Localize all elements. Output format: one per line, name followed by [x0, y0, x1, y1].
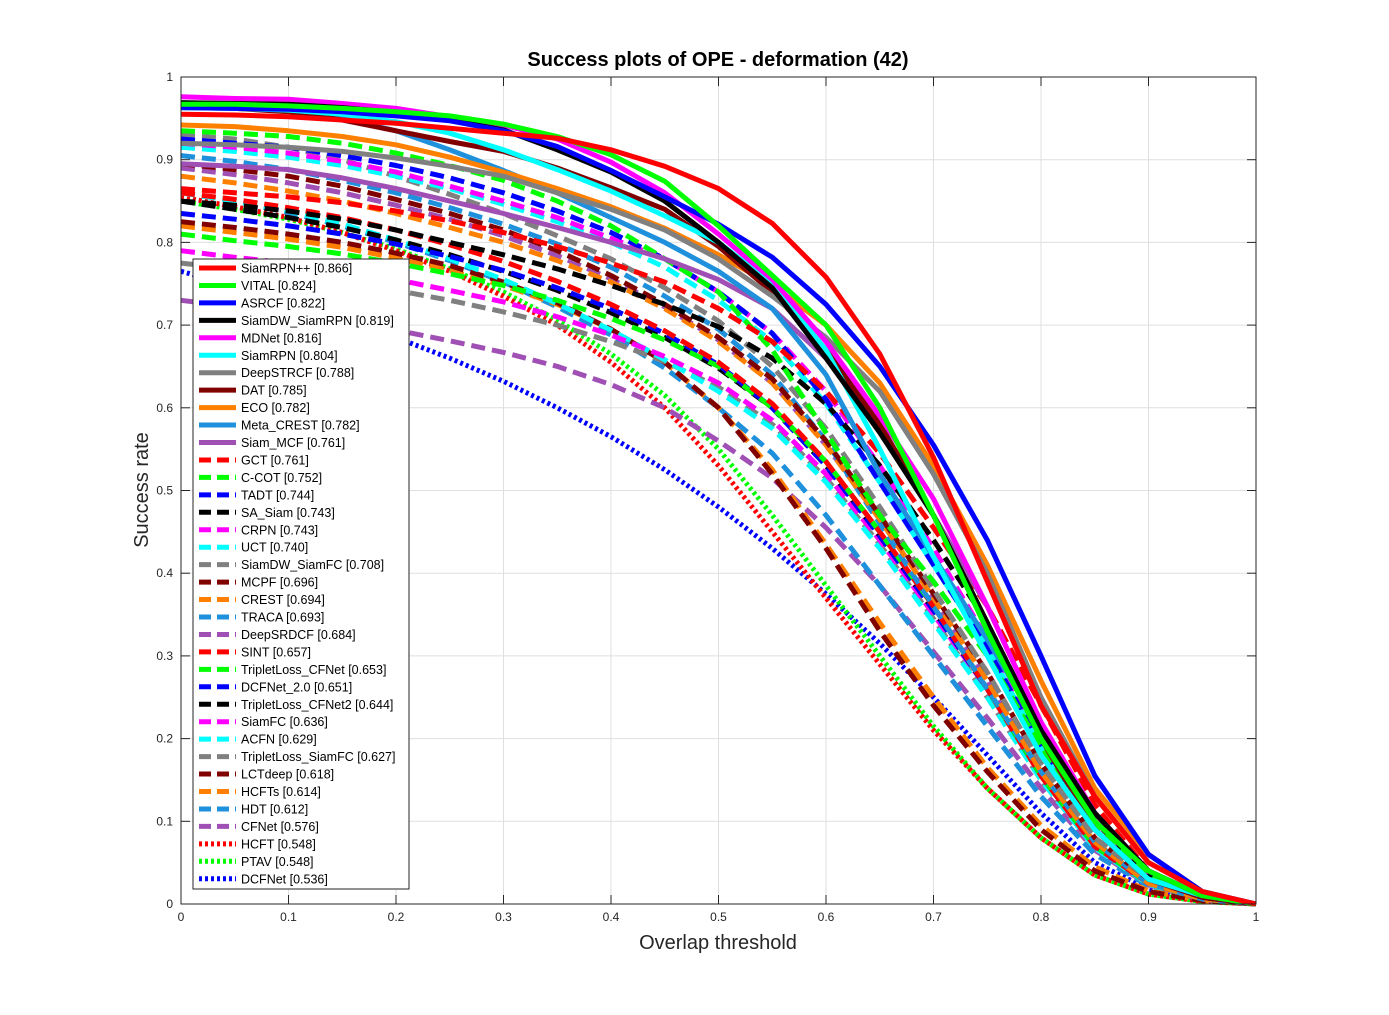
- series-layer: [180, 94, 1257, 907]
- legend-label: GCT [0.761]: [241, 453, 309, 467]
- legend-label: TRACA [0.693]: [241, 611, 324, 625]
- legend-label: SINT [0.657]: [241, 645, 311, 659]
- legend-label: DCFNet_2.0 [0.651]: [241, 680, 352, 694]
- y-tick-label: 0.1: [156, 814, 173, 828]
- legend-box: [192, 258, 410, 890]
- x-axis-ticks: 0 0.1 0.2 0.3 0.4 0.5 0.6 0.7 0.8 0.9 1: [178, 77, 1260, 924]
- legend-label: Meta_CREST [0.782]: [241, 419, 360, 433]
- legend-label: PTAV [0.548]: [241, 855, 314, 869]
- series-line: [180, 161, 1257, 907]
- x-tick-label: 0.7: [925, 910, 942, 924]
- legend-label: TADT [0.744]: [241, 488, 314, 502]
- legend-label: HCFT [0.548]: [241, 837, 316, 851]
- series-line: [180, 186, 1257, 907]
- y-tick-label: 1: [166, 70, 173, 84]
- legend-label: DCFNet [0.536]: [241, 872, 328, 886]
- legend-label: TripletLoss_CFNet [0.653]: [241, 663, 386, 677]
- y-tick-label: 0: [166, 897, 173, 911]
- y-tick-label: 0.3: [156, 649, 173, 663]
- x-tick-label: 1: [1253, 910, 1260, 924]
- series-line: [180, 198, 1257, 907]
- legend-label: DeepSTRCF [0.788]: [241, 366, 354, 380]
- legend-label: SiamDW_SiamFC [0.708]: [241, 558, 384, 572]
- series-line: [180, 136, 1257, 907]
- series-line: [180, 194, 1257, 907]
- x-tick-label: 0.1: [280, 910, 297, 924]
- series-line: [180, 132, 1257, 907]
- x-tick-label: 0.8: [1033, 910, 1050, 924]
- y-tick-label: 0.8: [156, 235, 173, 249]
- legend-label: MDNet [0.816]: [241, 331, 322, 345]
- legend-label: CREST [0.694]: [241, 593, 325, 607]
- legend: SiamRPN++ [0.866] VITAL [0.824] ASRCF [0.8…: [192, 258, 410, 890]
- x-axis-label: Overlap threshold: [639, 932, 797, 954]
- legend-label: CRPN [0.743]: [241, 523, 318, 537]
- series-line: [180, 122, 1257, 907]
- x-tick-label: 0.4: [603, 910, 620, 924]
- legend-label: SA_Siam [0.743]: [241, 506, 335, 520]
- legend-items: SiamRPN++ [0.866] VITAL [0.824] ASRCF [0.8…: [199, 262, 395, 886]
- legend-label: DAT [0.785]: [241, 384, 307, 398]
- x-tick-label: 0.5: [710, 910, 727, 924]
- legend-label: LCTdeep [0.618]: [241, 768, 334, 782]
- legend-label: Siam_MCF [0.761]: [241, 436, 345, 450]
- y-tick-label: 0.6: [156, 401, 173, 415]
- y-tick-label: 0.4: [156, 566, 173, 580]
- series-line: [180, 111, 1257, 907]
- series-line: [180, 198, 1257, 907]
- legend-label: TripletLoss_SiamFC [0.627]: [241, 750, 395, 764]
- legend-label: DeepSRDCF [0.684]: [241, 628, 356, 642]
- legend-label: ASRCF [0.822]: [241, 296, 325, 310]
- legend-label: ACFN [0.629]: [241, 733, 317, 747]
- series-line: [180, 128, 1257, 907]
- legend-label: SiamDW_SiamRPN [0.819]: [241, 314, 394, 328]
- x-tick-label: 0.6: [818, 910, 835, 924]
- series-line: [180, 190, 1257, 907]
- legend-label: ECO [0.782]: [241, 401, 310, 415]
- y-axis-ticks: 0 0.1 0.2 0.3 0.4 0.5 0.6 0.7 0.8 0.9 1: [156, 70, 1256, 911]
- legend-label: UCT [0.740]: [241, 541, 308, 555]
- legend-label: HDT [0.612]: [241, 802, 308, 816]
- y-tick-label: 0.9: [156, 153, 173, 167]
- legend-label: SiamRPN [0.804]: [241, 349, 338, 363]
- x-tick-label: 0.3: [495, 910, 512, 924]
- legend-label: HCFTs [0.614]: [241, 785, 321, 799]
- y-tick-label: 0.2: [156, 732, 173, 746]
- legend-label: C-COT [0.752]: [241, 471, 322, 485]
- x-tick-label: 0: [178, 910, 185, 924]
- x-tick-label: 0.9: [1140, 910, 1157, 924]
- legend-label: TripletLoss_CFNet2 [0.644]: [241, 698, 393, 712]
- series-line: [181, 101, 1257, 907]
- legend-label: MCPF [0.696]: [241, 576, 318, 590]
- legend-label: CFNet [0.576]: [241, 820, 319, 834]
- legend-label: SiamFC [0.636]: [241, 715, 328, 729]
- y-axis-label: Success rate: [131, 432, 153, 548]
- legend-label: SiamRPN++ [0.866]: [241, 262, 352, 276]
- series-line: [180, 198, 1257, 907]
- legend-label: VITAL [0.824]: [241, 279, 316, 293]
- chart-title: Success plots of OPE - deformation (42): [527, 49, 908, 71]
- x-tick-label: 0.2: [388, 910, 405, 924]
- series-line: [180, 219, 1257, 907]
- y-tick-label: 0.7: [156, 318, 173, 332]
- grid: [181, 77, 1256, 904]
- y-tick-label: 0.5: [156, 484, 173, 498]
